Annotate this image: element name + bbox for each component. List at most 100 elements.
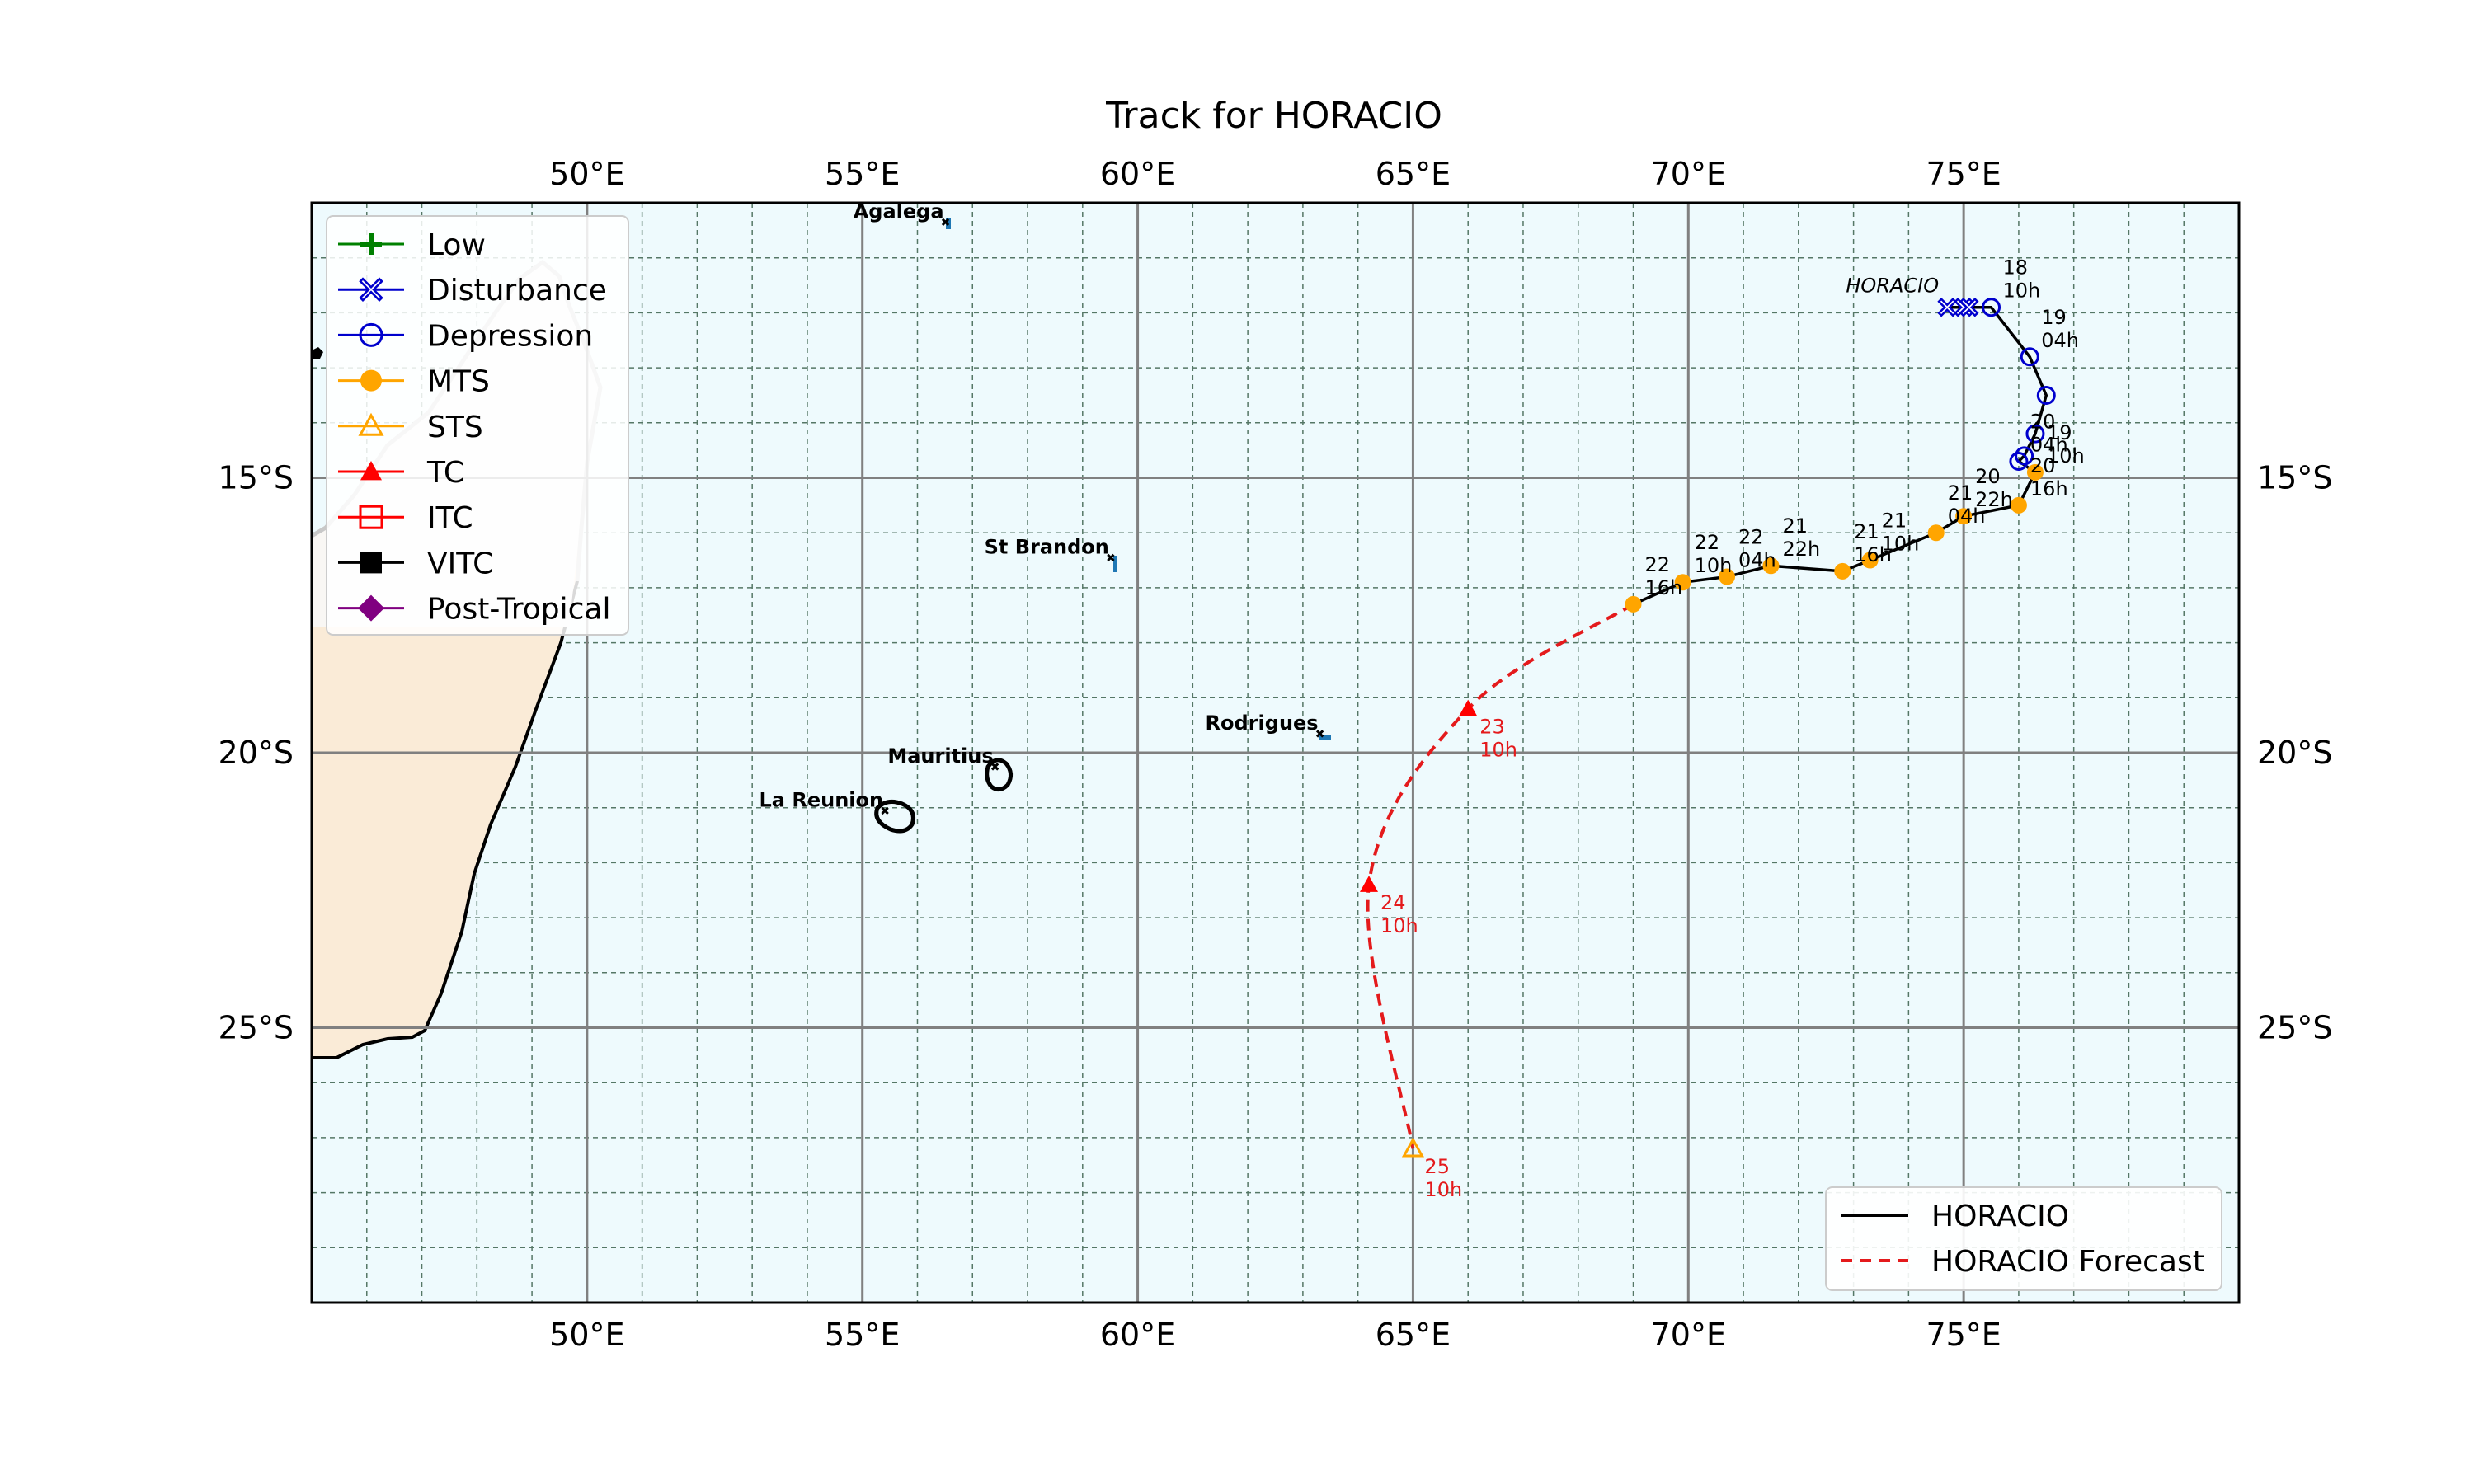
mts-marker [2010,496,2027,514]
legend-label: STS [427,411,483,444]
mts-marker [1625,595,1642,613]
track-legend-label: HORACIO [1931,1200,2069,1233]
place-marker: ✖ [880,805,890,818]
track-time-label: 20 22h [1975,465,2013,511]
x-tick-label-top: 60°E [1100,156,1175,192]
x-tick-label-bottom: 60°E [1100,1317,1175,1353]
x-tick-label-top: 70°E [1651,156,1726,192]
place-label: St Brandon [985,536,1109,559]
forecast-markers: 23 10h 24 10h 25 10h [1360,699,1517,1201]
legend-label: Disturbance [427,274,607,308]
legend-label: Post-Tropical [427,593,610,627]
track-time-label: 20 16h [2030,454,2068,500]
place-marker: ✖ [990,761,1000,774]
place-label: Rodrigues [1206,711,1319,735]
y-tick-label-left: 20°S [219,735,294,771]
track-time-label: 21 22h [1782,514,1820,561]
depression-marker [1982,298,2001,317]
map-frame [310,201,2241,1304]
x-tick-label-top: 75°E [1926,156,2001,192]
y-tick-label-left: 25°S [219,1010,294,1046]
depression-marker [2025,424,2045,444]
mts-marker [1861,552,1879,569]
disturbance-marker [359,277,383,302]
storm-name-label: HORACIO [1846,275,1939,298]
legend-label: MTS [427,365,490,399]
sts-marker [1401,1137,1424,1158]
place-label: Mauritius [887,744,993,768]
major-gridlines [312,203,2239,1303]
mts-marker [1834,562,1851,580]
x-tick-label-top: 55°E [825,156,900,192]
x-tick-label-top: 65°E [1376,156,1451,192]
x-tick-label-bottom: 70°E [1651,1317,1726,1353]
comoros-land [312,347,323,359]
tc-marker [1459,699,1478,716]
track-time-label: 18 10h [2003,256,2041,303]
x-tick-label-bottom: 65°E [1376,1317,1451,1353]
mts-marker [1719,568,1736,585]
mts-marker [1955,508,1973,525]
legend-label: Depression [427,319,593,353]
depression-marker [359,322,383,347]
track-time-label: 19 10h [2047,421,2085,467]
track-legend: HORACIO HORACIO Forecast [1825,1186,2222,1291]
post-tropical-marker [358,594,384,622]
vitc-marker [360,552,382,574]
reunion-island [874,799,915,834]
track-time-label: 22 10h [1695,531,1733,577]
track-time-label: 21 16h [1854,520,1892,566]
y-tick-label-right: 20°S [2257,735,2332,771]
places-layer: ✖Agalega✖St Brandon✖Rodrigues✖Mauritius✖… [760,200,1325,818]
place-label: La Reunion [760,788,884,811]
y-tick-label-right: 15°S [2257,460,2332,496]
x-tick-label-top: 50°E [549,156,624,192]
depression-marker [2015,446,2034,466]
x-tick-label-bottom: 50°E [549,1317,624,1353]
legend-label: ITC [427,501,473,535]
mauritius-island [985,758,1013,791]
track-time-label: 20 04h [2030,410,2068,456]
forecast-time-label: 23 10h [1479,716,1517,762]
tc-marker [1360,876,1379,892]
x-tick-label-bottom: 55°E [825,1317,900,1353]
mts-marker [2026,463,2044,481]
place-marker: ✖ [941,217,951,230]
legend-label: Low [427,228,486,262]
tc-marker [360,461,382,481]
track-time-label: 21 10h [1882,510,1920,556]
y-tick-label-left: 15°S [219,460,294,496]
itc-marker [359,505,383,529]
mts-marker [1927,524,1945,542]
y-tick-label-right: 25°S [2257,1010,2332,1046]
sts-marker [358,412,384,436]
depression-marker [2009,451,2029,471]
track-legend-label: HORACIO Forecast [1931,1245,2204,1279]
legend-label: TC [426,456,464,490]
track-time-label: 22 04h [1738,526,1776,572]
forecast-time-label: 24 10h [1380,891,1418,937]
forecast-time-label: 25 10h [1424,1155,1462,1201]
track-time-label: 21 04h [1948,481,1986,528]
map-title: Track for HORACIO [1105,95,1442,137]
track-time-label: 19 04h [2041,306,2079,352]
x-tick-label-bottom: 75°E [1926,1317,2001,1353]
place-marker: ✖ [1315,728,1325,741]
st-brandon-island [1113,556,1117,572]
axis-tick-labels: 50°E 50°E 55°E 55°E 60°E 60°E 65°E 65°E 70°E 70°E… [219,156,2333,1353]
intensity-legend: Low Disturbance Depression MTS STS TC ITC VITC P… [326,215,629,636]
depression-marker [2020,347,2039,367]
agalega-island [946,218,951,229]
low-marker [360,233,382,255]
disturbance-marker [1959,297,1979,317]
depression-marker [2036,385,2056,405]
place-label: Agalega [854,200,944,223]
rodrigues-island [1319,735,1331,740]
track-time-label: 22 16h [1645,553,1683,599]
place-marker: ✖ [1106,552,1116,566]
mts-marker [1674,574,1691,591]
legend-label: VITC [427,547,493,580]
mts-marker [1762,557,1780,575]
